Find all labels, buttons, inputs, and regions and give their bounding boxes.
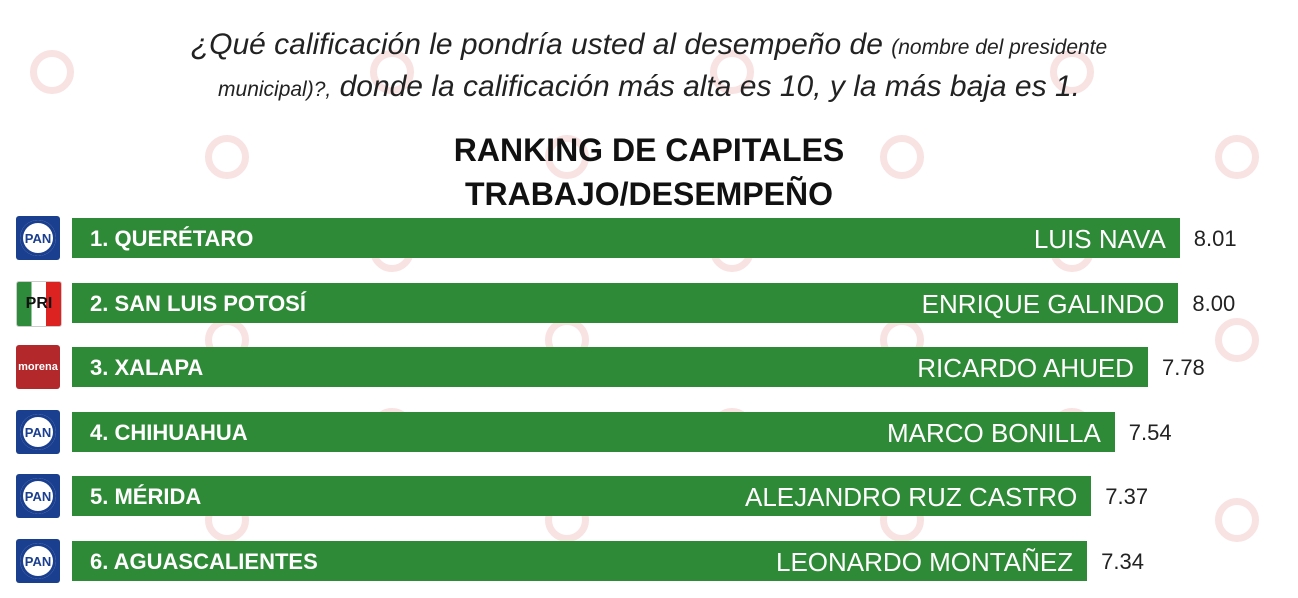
question-line-2: municipal)?, donde la calificación más a… xyxy=(0,70,1298,104)
mayor-name: ENRIQUE GALINDO xyxy=(921,289,1165,319)
party-label: PAN xyxy=(20,478,56,514)
category-label: 3. XALAPA xyxy=(90,355,204,380)
watermark-logo-icon xyxy=(205,135,249,179)
watermark-logo-icon xyxy=(710,50,754,94)
watermark-logo-icon xyxy=(1215,498,1259,542)
watermark-logo-icon xyxy=(545,135,589,179)
bar: 4. CHIHUAHUA MARCO BONILLA xyxy=(72,412,1115,452)
chart-title: RANKING DE CAPITALES TRABAJO/DESEMPEÑO xyxy=(0,128,1298,216)
title: RANKING DE CAPITALES xyxy=(453,132,845,168)
party-logo-pan-icon: PAN xyxy=(16,410,60,454)
data-label: 8.00 xyxy=(1192,291,1236,316)
question-note: (nombre del presidente xyxy=(891,36,1108,59)
question-text: ¿Qué calificación le pondría usted al de… xyxy=(190,28,892,61)
category-label: 4. CHIHUAHUA xyxy=(90,420,248,445)
category-label: 5. MÉRIDA xyxy=(90,484,202,509)
question-line-1: ¿Qué calificación le pondría usted al de… xyxy=(0,28,1298,62)
party-label: PAN xyxy=(20,414,56,450)
party-logo-pan-icon: PAN xyxy=(16,216,60,260)
party-label: PAN xyxy=(20,543,56,579)
watermark-logo-icon xyxy=(1050,50,1094,94)
party-logo-pri-icon: PRI xyxy=(16,281,62,327)
mayor-name: LUIS NAVA xyxy=(1033,224,1166,254)
party-logo-morena-icon: morena xyxy=(16,345,60,389)
watermark-logo-icon xyxy=(1215,318,1259,362)
mayor-name: LEONARDO MONTAÑEZ xyxy=(776,547,1074,577)
mayor-name: MARCO BONILLA xyxy=(886,418,1101,448)
question-note: municipal)?, xyxy=(218,78,332,101)
mayor-name: ALEJANDRO RUZ CASTRO xyxy=(745,482,1078,512)
party-logo-pan-icon: PAN xyxy=(16,474,60,518)
category-label: 2. SAN LUIS POTOSÍ xyxy=(90,291,306,316)
category-label: 1. QUERÉTARO xyxy=(90,226,254,251)
data-label: 8.01 xyxy=(1193,226,1237,251)
party-label: PAN xyxy=(20,220,56,256)
bar: 3. XALAPA RICARDO AHUED xyxy=(72,347,1148,387)
bar: 5. MÉRIDA ALEJANDRO RUZ CASTRO xyxy=(72,476,1092,516)
bar: 1. QUERÉTARO LUIS NAVA xyxy=(72,218,1180,258)
watermark-logo-icon xyxy=(370,50,414,94)
party-logo-pan-icon: PAN xyxy=(16,539,60,583)
data-label: 7.37 xyxy=(1105,484,1149,509)
data-label: 7.78 xyxy=(1161,355,1205,380)
watermark-logo-icon xyxy=(30,50,74,94)
bar: 6. AGUASCALIENTES LEONARDO MONTAÑEZ xyxy=(72,541,1088,581)
mayor-name: RICARDO AHUED xyxy=(917,353,1134,383)
subtitle: TRABAJO/DESEMPEÑO xyxy=(464,176,834,212)
watermark-logo-icon xyxy=(880,135,924,179)
category-label: 6. AGUASCALIENTES xyxy=(90,549,318,574)
data-label: 7.34 xyxy=(1101,549,1144,574)
watermark-logo-icon xyxy=(1215,135,1259,179)
bar: 2. SAN LUIS POTOSÍ ENRIQUE GALINDO xyxy=(72,283,1179,323)
data-label: 7.54 xyxy=(1128,420,1172,445)
question-text: donde la calificación más alta es 10, y … xyxy=(331,70,1080,103)
